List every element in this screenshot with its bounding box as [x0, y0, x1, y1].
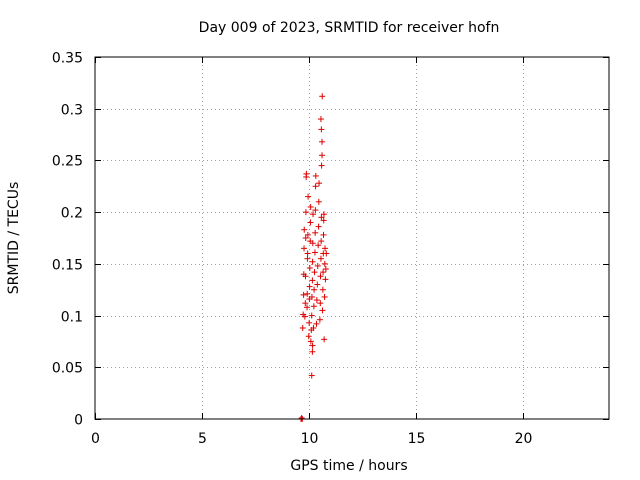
- data-point: [317, 300, 324, 307]
- data-point: [305, 333, 312, 340]
- data-point: [307, 203, 314, 210]
- data-point: [321, 260, 328, 267]
- data-point: [304, 290, 311, 297]
- data-point: [318, 238, 325, 245]
- data-point: [310, 303, 317, 310]
- data-point: [311, 286, 318, 293]
- x-tick-label: 5: [198, 431, 207, 447]
- data-point: [320, 269, 327, 276]
- data-point: [313, 320, 320, 327]
- data-point: [319, 307, 326, 314]
- data-point: [320, 217, 327, 224]
- data-point: [321, 336, 328, 343]
- data-point: [315, 198, 322, 205]
- plot-frame: [94, 56, 610, 420]
- y-tick-label: 0.15: [52, 258, 83, 274]
- data-point: [319, 286, 326, 293]
- tick-labels: 0 5 10 15 20 0 0.05 0.1 0.15 0.2 0.25 0.3 0.35: [52, 51, 533, 448]
- data-point: [319, 93, 326, 100]
- y-tick-label: 0.25: [52, 154, 83, 170]
- data-point: [317, 273, 324, 280]
- data-point: [314, 281, 321, 288]
- data-point: [302, 273, 309, 280]
- data-points: [298, 93, 330, 422]
- data-point: [317, 116, 324, 123]
- data-point: [306, 264, 313, 271]
- data-point: [319, 152, 326, 159]
- x-tick-label: 10: [301, 431, 319, 447]
- y-tick-label: 0.35: [52, 51, 83, 67]
- data-point: [306, 283, 313, 290]
- data-point: [315, 223, 322, 230]
- x-tick-label: 0: [91, 431, 100, 447]
- data-point: [304, 304, 311, 311]
- data-point: [304, 250, 311, 257]
- data-point: [298, 414, 305, 421]
- data-point: [320, 231, 327, 238]
- data-point: [307, 219, 314, 226]
- x-axis-label: GPS time / hours: [290, 458, 407, 474]
- data-point: [312, 172, 319, 179]
- data-point: [322, 245, 329, 252]
- data-point: [311, 269, 318, 276]
- y-axis-label: SRMTID / TECUs: [6, 182, 22, 295]
- data-point: [321, 293, 328, 300]
- data-point: [306, 319, 313, 326]
- data-point: [303, 170, 310, 177]
- data-point: [305, 193, 312, 200]
- data-point: [302, 209, 309, 216]
- data-point: [318, 126, 325, 133]
- data-point: [307, 338, 314, 345]
- data-point: [301, 313, 308, 320]
- data-point: [317, 255, 324, 262]
- data-point: [312, 183, 319, 190]
- y-tick-label: 0.05: [52, 361, 83, 377]
- data-point: [309, 277, 316, 284]
- y-tick-label: 0: [74, 413, 83, 429]
- data-point: [316, 180, 323, 187]
- data-point: [318, 214, 325, 221]
- data-point: [318, 162, 325, 169]
- data-point: [308, 372, 315, 379]
- y-tick-label: 0.2: [61, 206, 83, 222]
- x-tick-label: 20: [515, 431, 533, 447]
- y-tick-label: 0.3: [61, 103, 83, 119]
- y-tick-label: 0.1: [61, 310, 83, 326]
- data-point: [322, 276, 329, 283]
- data-point: [309, 348, 316, 355]
- data-point: [304, 231, 311, 238]
- data-point: [304, 255, 311, 262]
- data-point: [314, 262, 321, 269]
- data-point: [302, 300, 309, 307]
- data-point: [301, 245, 308, 252]
- data-point: [312, 207, 319, 214]
- data-point: [310, 324, 317, 331]
- data-point: [310, 211, 317, 218]
- x-tick-label: 15: [408, 431, 426, 447]
- data-point: [322, 266, 329, 273]
- grid-lines: [95, 57, 609, 419]
- data-point: [315, 242, 322, 249]
- data-point: [312, 229, 319, 236]
- data-point: [313, 297, 320, 304]
- data-point: [301, 226, 308, 233]
- data-point: [309, 240, 316, 247]
- data-point: [309, 342, 316, 349]
- chart-title: Day 009 of 2023, SRMTID for receiver hof…: [199, 20, 500, 36]
- data-point: [316, 316, 323, 323]
- data-point: [323, 250, 330, 257]
- data-point: [320, 211, 327, 218]
- data-point: [308, 312, 315, 319]
- data-point: [309, 258, 316, 265]
- data-point: [299, 324, 306, 331]
- data-point: [311, 249, 318, 256]
- data-point: [302, 235, 309, 241]
- data-point: [300, 291, 307, 298]
- data-point: [319, 138, 326, 145]
- data-point: [308, 293, 315, 300]
